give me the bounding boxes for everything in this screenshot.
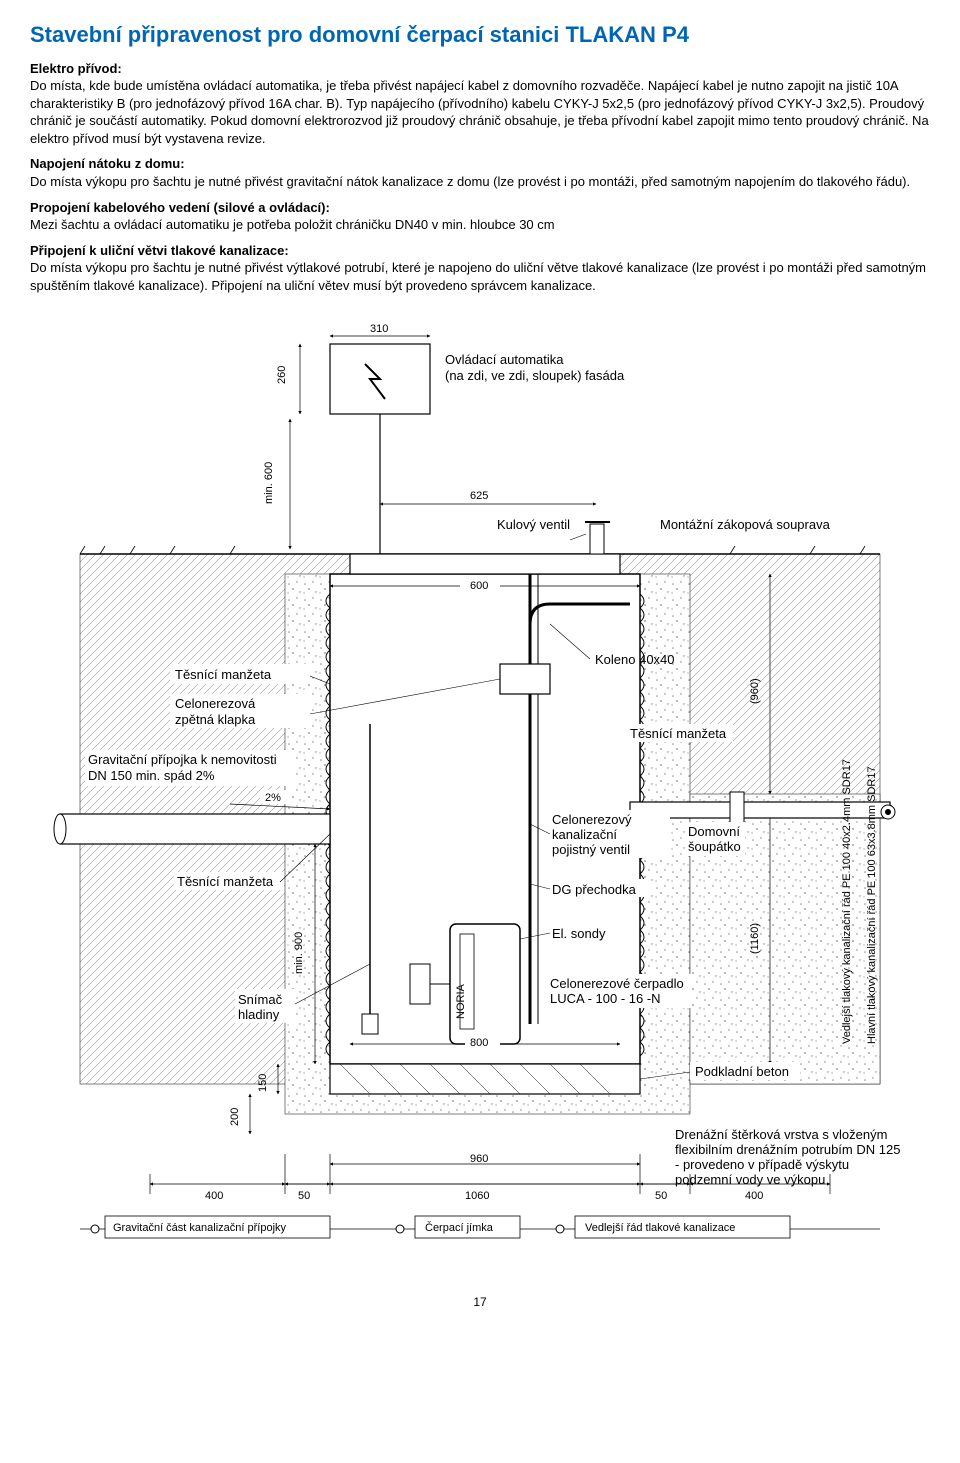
svg-text:min. 600: min. 600 [263,462,275,504]
svg-text:podzemní vody ve výkopu: podzemní vody ve výkopu [675,1172,825,1187]
svg-text:Celonerezová: Celonerezová [175,696,256,711]
svg-text:310: 310 [370,324,388,335]
svg-text:Domovní: Domovní [688,824,740,839]
svg-text:Celonerezové čerpadlo: Celonerezové čerpadlo [550,976,684,991]
svg-text:Gravitační přípojka k nemovito: Gravitační přípojka k nemovitosti [88,752,277,767]
svg-text:1060: 1060 [465,1190,489,1202]
svg-text:Kulový ventil: Kulový ventil [497,517,570,532]
svg-text:50: 50 [298,1190,310,1202]
elektro-body: Do místa, kde bude umístěna ovládací aut… [30,78,929,146]
svg-text:flexibilním drenážním potrubím: flexibilním drenážním potrubím DN 125 [675,1142,900,1157]
svg-text:min. 900: min. 900 [293,932,305,974]
svg-text:El. sondy: El. sondy [552,926,606,941]
svg-text:Drenážní štěrková vrstva s vlo: Drenážní štěrková vrstva s vloženým [675,1127,887,1142]
svg-text:DN 150 min. spád 2%: DN 150 min. spád 2% [88,768,215,783]
svg-text:Vedlejší tlakový kanalizační ř: Vedlejší tlakový kanalizační řád PE 100 … [841,759,853,1044]
svg-text:Koleno 40x40: Koleno 40x40 [595,652,675,667]
svg-text:LUCA - 100 - 16 -N: LUCA - 100 - 16 -N [550,991,661,1006]
page-title: Stavební připravenost pro domovní čerpac… [30,20,930,50]
svg-text:400: 400 [745,1190,763,1202]
svg-text:kanalizační: kanalizační [552,827,617,842]
svg-text:(960): (960) [749,679,761,705]
ulicni-heading: Připojení k uliční větvi tlakové kanaliz… [30,243,289,258]
svg-text:960: 960 [470,1153,488,1165]
svg-text:Hlavní tlakový kanalizační řád: Hlavní tlakový kanalizační řád PE 100 63… [866,767,878,1045]
svg-text:pojistný ventil: pojistný ventil [552,842,630,857]
svg-text:600: 600 [470,580,488,592]
svg-text:Snímač: Snímač [238,992,283,1007]
natok-heading: Napojení nátoku z domu: [30,156,185,171]
svg-text:Těsnící manžeta: Těsnící manžeta [175,667,272,682]
svg-text:zpětná klapka: zpětná klapka [175,712,256,727]
svg-text:Čerpací jímka: Čerpací jímka [425,1221,494,1234]
svg-text:DG přechodka: DG přechodka [552,882,637,897]
svg-text:Těsnící manžeta: Těsnící manžeta [177,874,274,889]
kabel-heading: Propojení kabelového vedení (silové a ov… [30,200,330,215]
svg-text:- provedeno v případě výskytu: - provedeno v případě výskytu [675,1157,849,1172]
svg-text:NORIA: NORIA [455,984,467,1020]
svg-text:Těsnící manžeta: Těsnící manžeta [630,726,727,741]
svg-text:Vedlejší řád tlakové kanalizac: Vedlejší řád tlakové kanalizace [585,1222,735,1234]
svg-text:Ovládací automatika: Ovládací automatika [445,352,564,367]
svg-text:šoupátko: šoupátko [688,839,741,854]
svg-text:150: 150 [257,1074,269,1092]
svg-text:200: 200 [229,1108,241,1126]
svg-text:50: 50 [655,1190,667,1202]
svg-text:Gravitační část kanalizační př: Gravitační část kanalizační přípojky [113,1222,287,1234]
svg-text:(1160): (1160) [749,923,761,954]
svg-text:(na zdi, ve zdi, sloupek) fasá: (na zdi, ve zdi, sloupek) fasáda [445,368,625,383]
svg-text:260: 260 [276,366,288,384]
svg-text:400: 400 [205,1190,223,1202]
svg-text:800: 800 [470,1037,488,1049]
svg-text:625: 625 [470,490,488,502]
elektro-heading: Elektro přívod: [30,61,122,76]
technical-diagram: Ovládací automatika (na zdi, ve zdi, slo… [30,324,930,1284]
page-number: 17 [30,1294,930,1310]
svg-text:Podkladní beton: Podkladní beton [695,1064,789,1079]
svg-text:Celonerezový: Celonerezový [552,812,632,827]
ulicni-body: Do místa výkopu pro šachtu je nutné přiv… [30,260,926,293]
kabel-body: Mezi šachtu a ovládací automatiku je pot… [30,217,555,232]
svg-text:hladiny: hladiny [238,1007,280,1022]
natok-body: Do místa výkopu pro šachtu je nutné přiv… [30,174,910,189]
svg-text:Montážní zákopová souprava: Montážní zákopová souprava [660,517,831,532]
svg-text:2%: 2% [265,792,281,804]
